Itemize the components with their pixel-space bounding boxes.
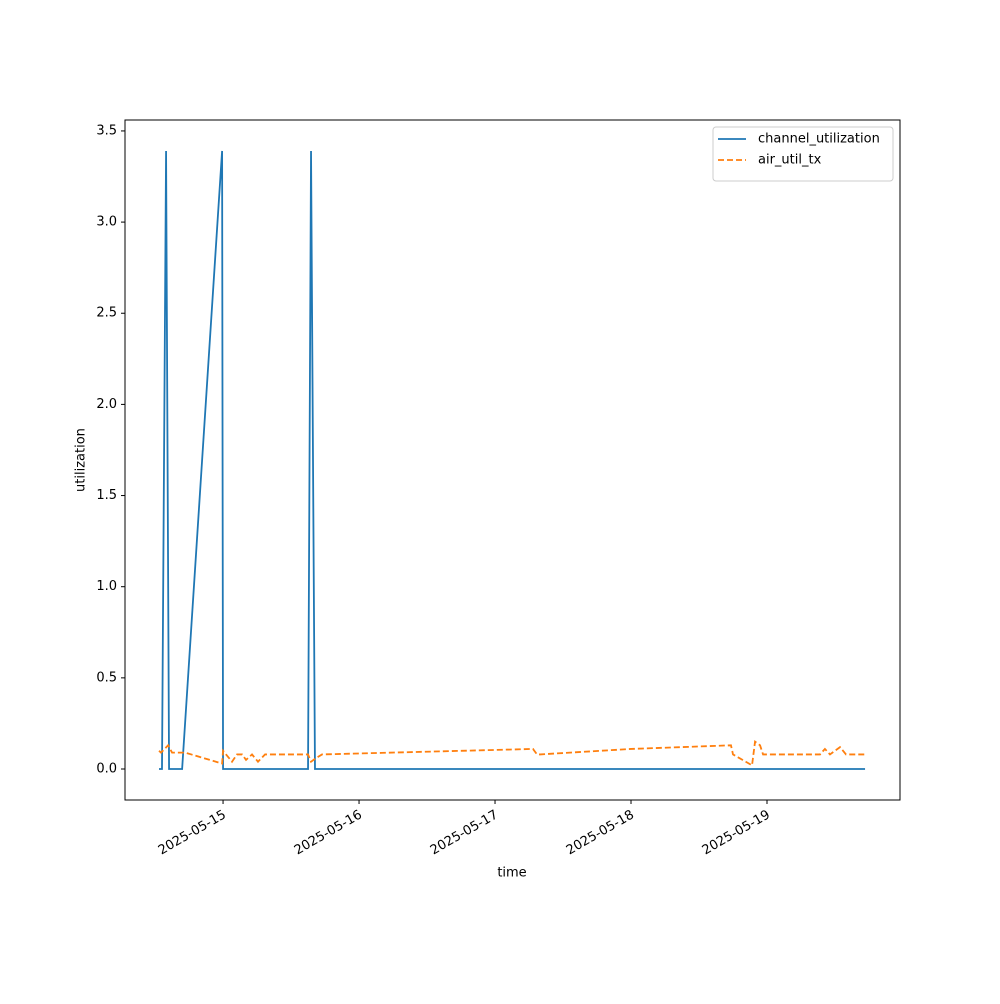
y-tick-label: 0.0	[96, 762, 117, 777]
y-tick-label: 1.5	[96, 488, 117, 503]
data-line	[158, 740, 866, 767]
y-axis-label: utilization	[74, 428, 89, 492]
y-tick-label: 3.0	[96, 215, 117, 230]
legend-box	[712, 126, 894, 182]
data-line	[159, 150, 866, 770]
axes-frame	[124, 119, 901, 801]
legend-label: air_util_tx	[758, 153, 822, 168]
y-tick-label: 2.5	[96, 306, 117, 321]
x-axis-label: time	[497, 866, 526, 881]
y-tick-label: 0.5	[96, 670, 117, 685]
legend-label: channel_utilization	[758, 132, 880, 147]
y-tick-label: 2.0	[96, 397, 117, 412]
y-tick-label: 3.5	[96, 123, 117, 138]
y-tick-label: 1.0	[96, 579, 117, 594]
